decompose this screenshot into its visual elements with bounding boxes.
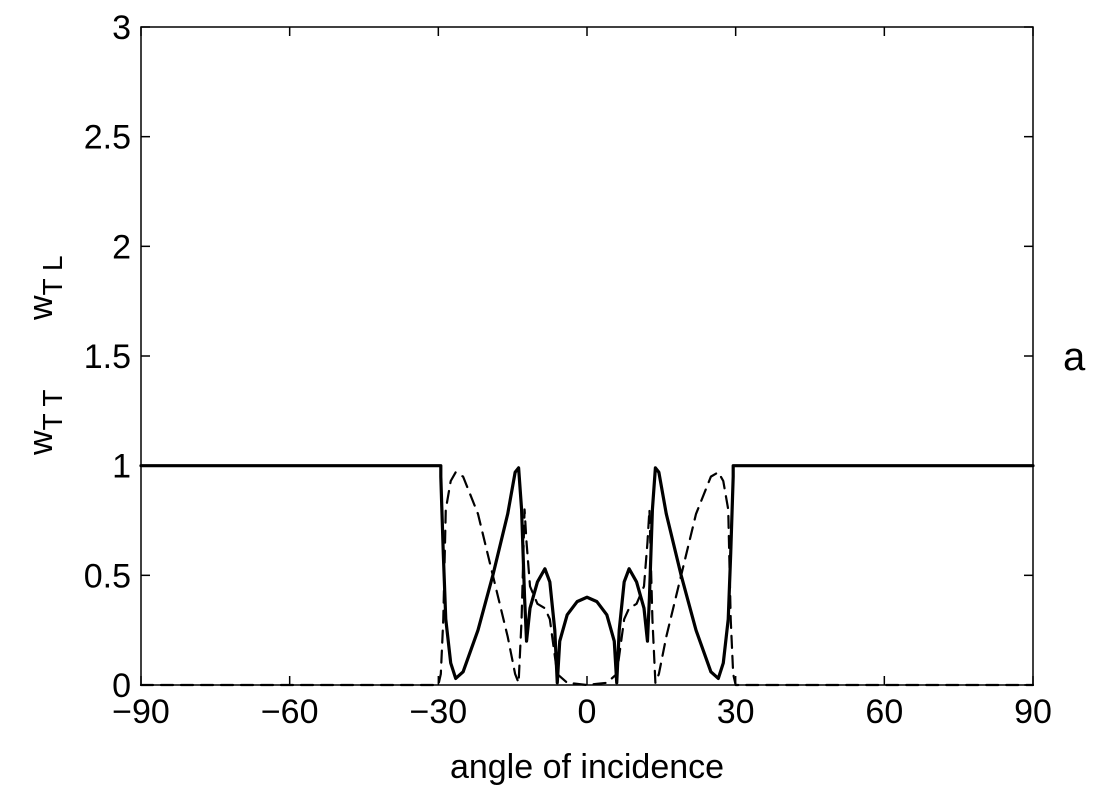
y-axis-label-first: wT T [22, 389, 68, 456]
x-axis-label: angle of incidence [450, 748, 724, 786]
y-tick-label: 0.5 [84, 557, 131, 595]
y-label-first-base: w [22, 430, 60, 456]
panel-label: a [1063, 335, 1086, 379]
y-tick-label: 0 [112, 667, 131, 705]
x-tick-label: −90 [112, 693, 170, 731]
plot-frame [140, 26, 1034, 686]
y-label-second-sub: T L [37, 255, 68, 295]
y-label-first-sub: T T [37, 389, 68, 430]
y-tick-label: 1.5 [84, 338, 131, 376]
x-tick-label: −30 [409, 693, 467, 731]
y-tick-label: 1 [112, 448, 131, 486]
x-axis-ticks: −90 −60 −30 0 30 60 90 [112, 27, 1052, 731]
series-line-dashed [139, 471, 1035, 687]
y-tick-label: 3 [112, 9, 131, 47]
y-axis-label: wT T wT L [22, 255, 68, 456]
x-tick-label: 30 [717, 693, 755, 731]
y-axis-label-second: wT L [22, 255, 68, 321]
x-tick-label: −60 [261, 693, 319, 731]
y-tick-label: 2.5 [84, 119, 131, 157]
y-tick-label: 2 [112, 228, 131, 266]
y-label-second-base: w [22, 295, 60, 321]
series-line-solid [139, 464, 1035, 685]
plot-area [140, 26, 1034, 686]
series-layer [139, 464, 1035, 687]
y-axis-ticks: 0 0.5 1 1.5 2 2.5 3 [84, 9, 1033, 705]
x-tick-label: 60 [865, 693, 903, 731]
x-tick-label: 90 [1014, 693, 1052, 731]
x-tick-label: 0 [578, 693, 597, 731]
